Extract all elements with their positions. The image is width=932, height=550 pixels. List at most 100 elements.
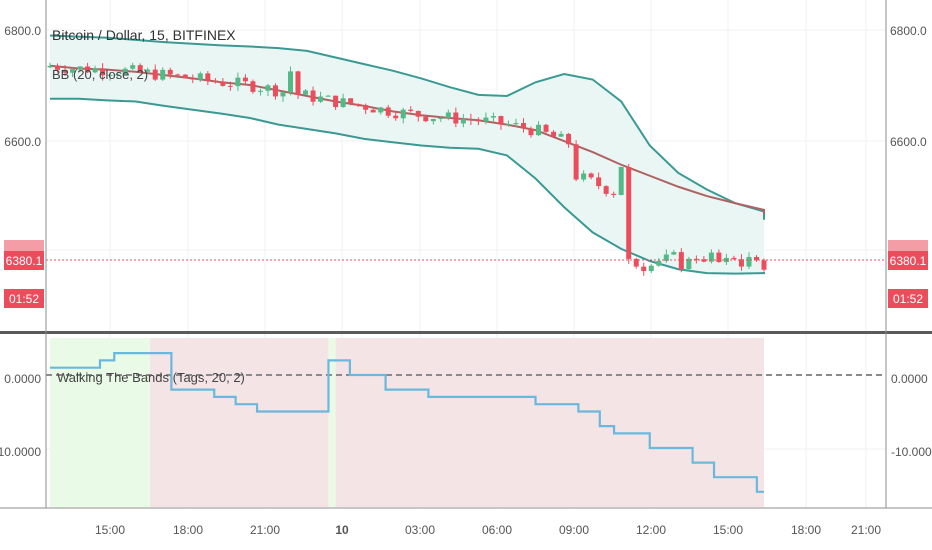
candle-body: [167, 69, 173, 75]
time-label-8: 15:00: [713, 523, 743, 537]
walking-bands-label[interactable]: Walking The Bands (Tags, 20, 2): [57, 370, 245, 385]
candle-body: [581, 173, 587, 180]
candle-body: [596, 177, 602, 187]
zone-green-2: [328, 338, 336, 507]
candle-body: [318, 96, 324, 102]
bb-lower-band: [50, 97, 765, 275]
time-axis[interactable]: 15:00 18:00 21:00 10 03:00 06:00 09:00 12:00 15:…: [95, 523, 881, 537]
candle-body: [130, 65, 136, 69]
candle-body: [445, 112, 451, 118]
candle-body: [558, 133, 564, 137]
candle-body: [348, 98, 354, 104]
candle-body: [340, 98, 346, 108]
pane-separator[interactable]: [0, 331, 932, 334]
candle-body: [566, 133, 572, 145]
candle-body: [423, 116, 429, 122]
candle-body: [235, 77, 241, 87]
time-label-2: 21:00: [250, 523, 280, 537]
bb-band-fill: [50, 35, 764, 274]
candle-body: [220, 82, 226, 86]
bb-indicator-label[interactable]: BB (20, close, 2): [52, 67, 148, 82]
candle-body: [62, 69, 68, 73]
candle-body: [633, 258, 639, 267]
candle-body: [47, 65, 53, 68]
candle-body: [182, 74, 188, 79]
value-tick-left-0: 0.0000: [4, 372, 41, 386]
candles: [47, 62, 767, 276]
candle-body: [460, 119, 466, 124]
candle-body: [295, 71, 301, 95]
price-tick-right-6600: 6600.0: [890, 135, 927, 149]
candle-body: [543, 124, 549, 132]
candle-body: [227, 85, 233, 87]
candle-body: [385, 107, 391, 116]
candle-body: [100, 68, 106, 76]
zone-red-1: [149, 338, 329, 507]
candle-body: [430, 118, 436, 122]
candle-body: [408, 109, 414, 111]
candle-body: [656, 260, 662, 266]
candle-body: [115, 74, 121, 76]
candle-body: [498, 116, 504, 125]
candle-body: [746, 256, 752, 267]
bb-upper-band: [49, 34, 765, 220]
candle-body: [288, 71, 294, 93]
candle-body: [400, 109, 406, 119]
candle-body: [363, 105, 369, 110]
price-tick-left-6800: 6800.0: [4, 24, 41, 38]
candle-body: [573, 144, 579, 180]
candle-body: [761, 260, 767, 270]
indicator-pane[interactable]: Walking The Bands (Tags, 20, 2): [46, 338, 886, 507]
candle-body: [648, 265, 654, 272]
candle-body: [175, 74, 181, 76]
candle-body: [611, 193, 617, 195]
candle-body: [520, 123, 526, 129]
candle-body: [107, 74, 113, 76]
candle-body: [197, 73, 203, 80]
candle-body: [453, 112, 459, 124]
candle-body: [145, 69, 151, 72]
candle-body: [641, 266, 647, 272]
last-price-right: 6380.1: [890, 254, 927, 268]
last-price-badge-right[interactable]: [888, 251, 928, 270]
candle-body: [370, 109, 376, 113]
candle-body: [77, 66, 83, 70]
candle-body: [603, 186, 609, 194]
price-pane[interactable]: Bitcoin / Dollar, 15, BITFINEX BB (20, c…: [46, 27, 886, 276]
candle-body: [160, 69, 166, 80]
candle-body: [528, 128, 534, 136]
candle-body: [686, 258, 692, 270]
last-price-badge-left[interactable]: [4, 251, 44, 270]
candle-body: [738, 259, 744, 267]
countdown-badge-left: [4, 289, 44, 308]
candle-body: [272, 85, 278, 97]
candle-body: [513, 123, 519, 125]
countdown-left: 01:52: [9, 292, 39, 306]
candle-body: [708, 252, 714, 262]
candle-body: [438, 117, 444, 119]
candle-body: [85, 66, 91, 73]
candle-body: [415, 110, 421, 117]
candle-body: [325, 95, 331, 97]
price-tick-right-6800: 6800.0: [890, 24, 927, 38]
candle-body: [693, 258, 699, 260]
candle-body: [475, 120, 481, 122]
symbol-title: Bitcoin / Dollar, 15, BITFINEX: [52, 27, 236, 43]
candle-body: [468, 119, 474, 121]
candle-body: [378, 107, 384, 113]
time-label-1: 18:00: [173, 523, 203, 537]
time-label-7: 12:00: [636, 523, 666, 537]
candle-body: [716, 252, 722, 263]
candle-body: [663, 254, 669, 261]
candle-body: [310, 90, 316, 102]
value-tick-right-minus10: -10.0000: [891, 445, 932, 459]
candle-body: [55, 65, 61, 70]
time-label-6: 09:00: [559, 523, 589, 537]
candle-body: [753, 256, 759, 261]
candle-body: [333, 95, 339, 108]
candle-body: [588, 173, 594, 178]
candle-body: [205, 73, 211, 81]
candle-body: [190, 78, 196, 80]
value-tick-left-minus10: -10.0000: [0, 445, 41, 459]
